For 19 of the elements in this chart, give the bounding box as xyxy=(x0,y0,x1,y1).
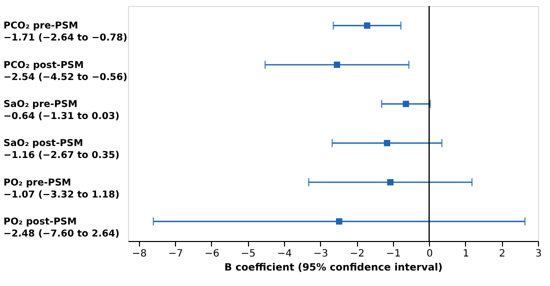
x-tick-label: −6 xyxy=(204,248,220,260)
x-tick-label: −5 xyxy=(240,248,256,260)
x-tick-label: 3 xyxy=(535,248,542,260)
x-tick-label: −1 xyxy=(386,248,401,260)
x-tick-label: 1 xyxy=(462,248,470,260)
y-tick-label: SaO₂ pre-PSM −0.64 (−1.31 to 0.03) xyxy=(4,98,120,122)
y-tick-label: SaO₂ post-PSM −1.16 (−2.67 to 0.35) xyxy=(4,138,120,162)
x-tick-label: −3 xyxy=(313,248,328,260)
y-tick-label: PO₂ pre-PSM −1.07 (−3.32 to 1.18) xyxy=(4,177,120,200)
x-tick-label: −4 xyxy=(277,248,292,260)
x-tick-label: 2 xyxy=(499,248,506,260)
y-tick-label: PCO₂ post-PSM −2.54 (−4.52 to −0.56) xyxy=(4,60,128,83)
x-axis-title: B coefficient (95% confidence interval) xyxy=(224,262,443,274)
x-tick-label: 0 xyxy=(426,248,433,260)
x-tick-label: −7 xyxy=(168,248,184,260)
x-tick-label: −2 xyxy=(350,248,364,260)
x-tick-label: −8 xyxy=(132,248,147,260)
y-tick-label: PCO₂ pre-PSM −1.71 (−2.64 to −0.78) xyxy=(4,20,128,44)
y-tick-label: PO₂ post-PSM −2.48 (−7.60 to 2.64) xyxy=(4,216,120,240)
